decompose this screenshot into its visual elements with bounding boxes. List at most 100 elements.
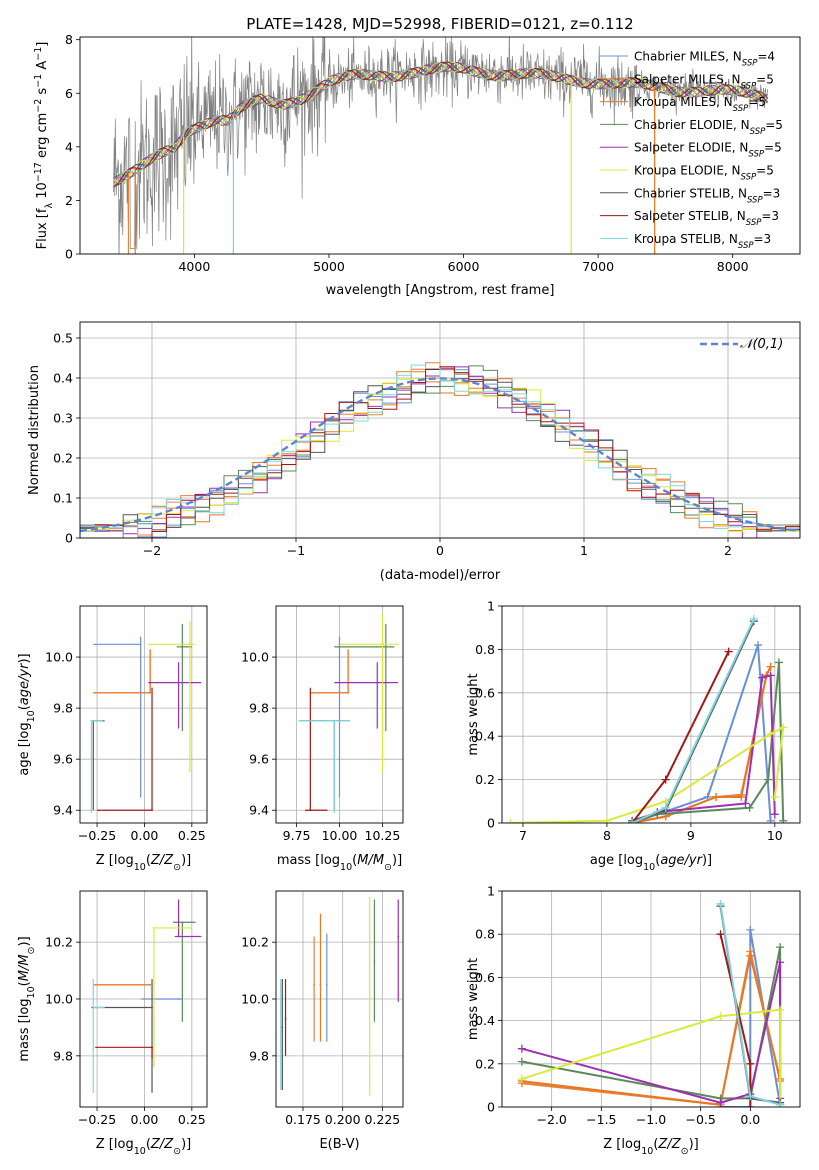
y-tick-label: 9.6 bbox=[53, 752, 73, 767]
weight-marker bbox=[745, 803, 754, 812]
label-part: 10 bbox=[26, 710, 37, 722]
weight-marker bbox=[517, 1074, 526, 1083]
label-part: 10 bbox=[35, 182, 50, 199]
label-part: )] bbox=[181, 853, 191, 868]
panel-mass_vs_EBV: 0.175 0.200 0.225 9.8 10.0 10.2 E(B-V) bbox=[241, 890, 404, 1152]
panel-residuals: −2 −1 0 1 2 0 0.1 0.2 0.3 0.4 0.5 (data-model)/erro… bbox=[27, 321, 801, 583]
data-point bbox=[281, 1026, 284, 1029]
data-point bbox=[313, 983, 315, 986]
label-part: 10 bbox=[134, 862, 146, 873]
weight-line bbox=[521, 955, 782, 1106]
label-part: 10 bbox=[340, 862, 352, 873]
data-point bbox=[309, 809, 312, 812]
y-tick-label: 0.4 bbox=[475, 1013, 495, 1028]
weight-marker bbox=[766, 730, 775, 739]
legend-sub: SSP bbox=[750, 127, 766, 137]
weight-marker bbox=[741, 799, 750, 808]
weight-marker bbox=[746, 1103, 755, 1107]
y-axis-label: Flux [fλ 10−17 erg cm−2 s−1 A−1] bbox=[33, 42, 55, 250]
weight-marker bbox=[746, 951, 755, 960]
data-point bbox=[376, 681, 379, 684]
x-tick-label: 0.00 bbox=[131, 828, 159, 843]
legend-entry: Kroupa STELIB, NSSP=3 bbox=[634, 232, 771, 251]
data-point bbox=[397, 935, 400, 938]
label-part: M bbox=[373, 853, 384, 868]
y-tick-label: 0.5 bbox=[53, 331, 73, 346]
data-point bbox=[92, 1006, 95, 1009]
x-tick-label: −1.5 bbox=[586, 1112, 616, 1127]
normal-reference-curve bbox=[80, 377, 800, 533]
label-part: )] bbox=[702, 853, 712, 868]
plot-area bbox=[276, 606, 403, 823]
legend-name: Salpeter ELODIE, N bbox=[634, 141, 748, 155]
x-tick-label: 6000 bbox=[448, 259, 480, 274]
data-point bbox=[151, 809, 153, 812]
label-part: log bbox=[114, 853, 134, 868]
y-tick-label: 4 bbox=[65, 139, 73, 154]
axes-frame bbox=[79, 605, 208, 824]
data-point bbox=[151, 1006, 153, 1009]
weight-marker bbox=[517, 1057, 526, 1066]
legend-value: =5 bbox=[756, 164, 774, 178]
axes-frame bbox=[501, 890, 801, 1108]
legend-entry: Kroupa ELODIE, NSSP=5 bbox=[634, 164, 774, 183]
weight-marker bbox=[754, 641, 763, 650]
x-axis-label: wavelength [Angstrom, rest frame] bbox=[326, 283, 555, 298]
y-tick-label: 0.2 bbox=[475, 1056, 495, 1071]
axes-frame bbox=[275, 890, 404, 1108]
label-part: ( bbox=[653, 1137, 658, 1152]
label-part: )] bbox=[17, 653, 32, 663]
x-axis-label: Z [log10(Z/Z⊙)] bbox=[96, 1137, 191, 1157]
weight-marker bbox=[716, 930, 725, 939]
label-part: Z [ bbox=[96, 853, 114, 868]
label-part: ( bbox=[655, 853, 660, 868]
x-tick-label: 8 bbox=[603, 828, 611, 843]
label-part: ] bbox=[35, 42, 50, 47]
x-axis-label: age [log10(age/yr)] bbox=[590, 853, 712, 873]
legend-value: =3 bbox=[754, 232, 772, 246]
x-tick-label: 0.25 bbox=[178, 1112, 206, 1127]
x-tick-label: 0.225 bbox=[364, 1112, 400, 1127]
label-part: −2 bbox=[33, 99, 44, 113]
label-part: Normed distribution bbox=[27, 365, 42, 495]
plot-area bbox=[502, 891, 800, 1107]
label-part: A bbox=[35, 61, 50, 74]
label-part: ( bbox=[17, 705, 32, 710]
data-point bbox=[333, 719, 336, 722]
label-part: Z [ bbox=[96, 1137, 114, 1152]
x-tick-label: 7 bbox=[519, 828, 527, 843]
y-tick-label: 0.2 bbox=[475, 772, 495, 787]
label-part: Z bbox=[671, 1137, 682, 1152]
data-point bbox=[284, 1017, 287, 1020]
model-spectrum-line bbox=[113, 62, 768, 186]
label-part: age/yr bbox=[17, 662, 32, 705]
y-tick-label: 2 bbox=[65, 193, 73, 208]
y-tick-label: 6 bbox=[65, 86, 73, 101]
weight-marker bbox=[602, 816, 611, 823]
y-tick-label: 9.8 bbox=[53, 701, 73, 716]
axes-frame bbox=[79, 321, 801, 539]
model-spectrum-line bbox=[113, 61, 768, 184]
legend-value: =5 bbox=[765, 118, 783, 132]
weight-line bbox=[631, 662, 785, 823]
label-part: )] bbox=[17, 936, 32, 946]
label-part: Z/ bbox=[657, 1137, 673, 1152]
label-part: ( bbox=[352, 853, 357, 868]
y-tick-label: 10.0 bbox=[241, 650, 269, 665]
data-point bbox=[368, 998, 371, 1000]
y-axis-label: mass weight bbox=[466, 958, 481, 1040]
label-part: ⊙ bbox=[384, 862, 392, 873]
x-tick-label: 0.0 bbox=[740, 1112, 760, 1127]
label-part: )] bbox=[689, 1137, 699, 1152]
label-part: mass [ bbox=[277, 853, 320, 868]
legend-name: Salpeter MILES, N bbox=[634, 72, 741, 86]
label-part: age [ bbox=[590, 853, 623, 868]
x-tick-label: −0.25 bbox=[78, 1112, 116, 1127]
x-tick-label: 9.75 bbox=[283, 828, 311, 843]
legend-name: Kroupa ELODIE, N bbox=[634, 164, 741, 178]
legend-entry: Kroupa MILES, NSSP=5 bbox=[634, 95, 766, 114]
weight-marker bbox=[766, 662, 775, 671]
legend-sub: SSP bbox=[738, 241, 754, 251]
